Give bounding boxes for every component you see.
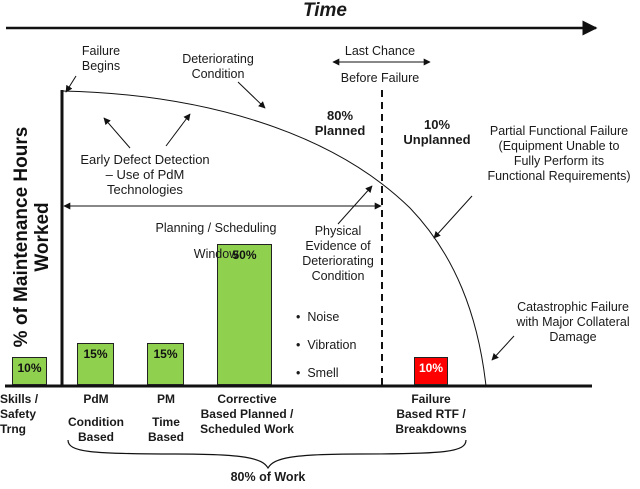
bar-pdm: 15% — [77, 343, 114, 385]
partial-failure-arrow — [433, 195, 473, 239]
catastrophic-failure-label: Catastrophic Failure with Major Collater… — [516, 300, 630, 344]
bar-corrective: 50% — [217, 244, 272, 385]
deteriorating-condition-label: Deteriorating Condition — [182, 52, 254, 81]
physical-evidence-label: Physical Evidence of Deteriorating Condi… — [302, 224, 374, 283]
bar-pdm-value: 15% — [83, 347, 108, 361]
time-title: Time — [302, 0, 347, 21]
evidence-item-smell: • Smell — [296, 366, 339, 380]
x-label-failure: Failure Based RTF / Breakdowns — [395, 392, 467, 436]
failure-begins-label: Failure Begins — [81, 44, 121, 73]
x-label-corrective: Corrective Based Planned / Scheduled Wor… — [200, 392, 294, 436]
early-detection-arrow-right — [165, 113, 191, 147]
physical-evidence-arrow — [337, 185, 373, 225]
last-chance-label: Last Chance Before Failure — [340, 44, 420, 85]
unplanned-label: 10% Unplanned — [403, 117, 471, 147]
x-label-pdm: PdM Condition Based — [68, 392, 124, 444]
early-detection-label: Early Defect Detection – Use of PdM Tech… — [80, 152, 210, 197]
x-label-skills: Skills / Safety Trng — [0, 392, 39, 436]
planning-window-label: Planning / Scheduling Window — [155, 221, 277, 261]
bar-pm: 15% — [147, 343, 184, 385]
evidence-item-noise: • Noise — [296, 310, 340, 324]
y-axis-label-line2: Worked — [32, 202, 53, 272]
degradation-curve — [61, 90, 487, 387]
planned-label: 80% Planned — [314, 108, 366, 138]
y-axis-label: % of Maintenance Hours Worked — [11, 87, 53, 387]
deteriorating-arrow — [237, 81, 266, 109]
evidence-list: • Noise • Vibration • Smell — [296, 303, 356, 387]
work-80-label: 80% of Work — [230, 470, 306, 484]
bar-corrective-value: 50% — [232, 248, 257, 262]
catastrophic-arrow — [491, 335, 515, 361]
bar-skills-safety: 10% — [12, 357, 47, 385]
bar-failure-rtf: 10% — [414, 357, 448, 385]
bar-pm-value: 15% — [153, 347, 178, 361]
work-bracket — [67, 439, 467, 470]
x-label-pm: PM Time Based — [147, 392, 185, 444]
y-axis-label-line1: % of Maintenance Hours — [11, 126, 32, 348]
bar-failure-value: 10% — [418, 361, 444, 375]
evidence-item-vibration: • Vibration — [296, 338, 357, 352]
partial-failure-label: Partial Functional Failure (Equipment Un… — [487, 124, 631, 183]
early-detection-arrow-left — [103, 117, 131, 149]
failure-begins-arrow — [65, 75, 77, 93]
bar-skills-value: 10% — [17, 361, 42, 375]
